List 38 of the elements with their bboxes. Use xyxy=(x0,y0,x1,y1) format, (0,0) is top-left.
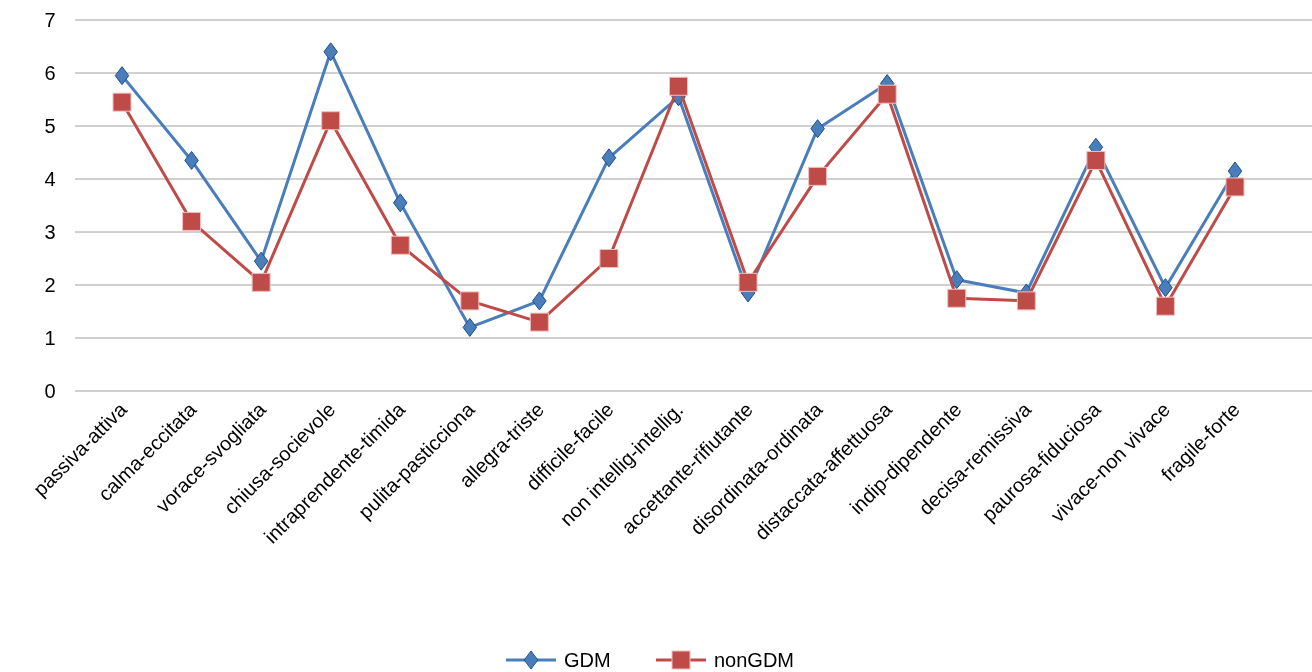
legend-label: nonGDM xyxy=(714,649,795,671)
point xyxy=(112,92,132,112)
point xyxy=(599,249,619,268)
point xyxy=(949,270,964,290)
point xyxy=(808,166,828,186)
point xyxy=(738,272,758,292)
point xyxy=(947,288,967,308)
point xyxy=(253,251,269,271)
y-tick-label: 0 xyxy=(44,380,56,402)
y-tick-label: 2 xyxy=(44,274,56,296)
point xyxy=(390,235,410,255)
y-tick-label: 5 xyxy=(44,115,56,137)
legend-label: GDM xyxy=(564,649,611,671)
point xyxy=(1086,150,1106,170)
point xyxy=(1016,291,1036,311)
point xyxy=(601,148,617,168)
y-tick-label: 7 xyxy=(44,9,56,31)
point xyxy=(1158,278,1173,298)
point xyxy=(184,150,199,170)
y-tick-label: 3 xyxy=(44,221,56,243)
point xyxy=(1225,177,1245,197)
point xyxy=(114,66,130,86)
y-tick-label: 6 xyxy=(44,62,56,84)
point xyxy=(182,211,202,231)
point xyxy=(1155,296,1175,316)
y-tick-label: 4 xyxy=(44,168,56,190)
y-tick-label: 1 xyxy=(44,327,56,349)
point xyxy=(810,119,825,139)
point xyxy=(393,193,408,213)
point xyxy=(877,84,897,104)
point xyxy=(321,111,341,131)
point xyxy=(251,272,271,292)
point xyxy=(460,291,480,311)
point xyxy=(529,312,549,332)
point xyxy=(462,317,478,337)
point xyxy=(669,76,688,96)
point xyxy=(323,42,338,62)
point xyxy=(532,291,547,311)
